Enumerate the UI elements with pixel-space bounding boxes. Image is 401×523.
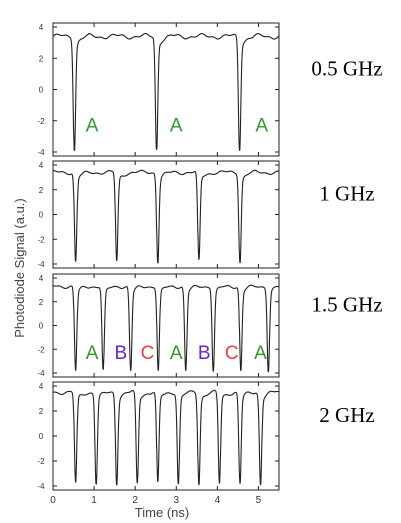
y-tick-label: 4 — [39, 382, 44, 391]
dip-annotation-c: C — [141, 343, 155, 364]
panels: 4 2 0 -2 -4 0.5 GHz A A A 4 2 0 -2 -4 1 GHz 4 2 0 -2 -4 1.5 … — [37, 22, 383, 506]
x-tick-label: 3 — [173, 495, 179, 506]
y-tick-label: 2 — [39, 298, 44, 307]
y-tick-label: 2 — [39, 54, 44, 63]
frequency-label: 1 GHz — [319, 182, 374, 206]
y-tick-label: 0 — [39, 322, 44, 331]
x-tick-label: 0 — [50, 495, 56, 506]
y-tick-label: 2 — [39, 186, 44, 195]
y-tick-label: -2 — [37, 235, 45, 244]
frequency-label: 2 GHz — [319, 403, 374, 427]
panel-frame — [52, 381, 280, 491]
dip-annotation-a: A — [170, 115, 183, 136]
signal-trace — [52, 33, 280, 151]
x-axis-label: Time (ns) — [135, 505, 189, 520]
y-tick-label: -4 — [37, 260, 45, 269]
y-axis-label: Photodiode Signal (a.u.) — [12, 198, 27, 337]
x-tick-label: 4 — [215, 495, 221, 506]
frequency-label: 1.5 GHz — [311, 293, 382, 317]
y-tick-label: 4 — [39, 274, 44, 283]
dip-annotation-a: A — [86, 343, 99, 364]
panel-frame — [52, 160, 280, 269]
y-tick-label: -2 — [37, 117, 45, 126]
y-tick-label: 4 — [39, 161, 44, 170]
y-tick-label: -4 — [37, 369, 45, 378]
dip-annotation-a: A — [170, 343, 183, 364]
signal-trace — [52, 389, 280, 486]
y-tick-label: -2 — [37, 345, 45, 354]
y-tick-label: 2 — [39, 407, 44, 416]
y-tick-label: 4 — [39, 23, 44, 32]
y-tick-label: 0 — [39, 86, 44, 95]
dip-annotation-a: A — [254, 343, 267, 364]
x-tick-label: 1 — [91, 495, 97, 506]
frequency-label: 0.5 GHz — [311, 57, 382, 81]
panel-4: 4 2 0 -2 -4 2 GHz — [37, 381, 375, 491]
dip-annotation-b: B — [198, 343, 211, 364]
panel-2: 4 2 0 -2 -4 1 GHz — [37, 160, 375, 269]
y-tick-label: -2 — [37, 457, 45, 466]
x-tick-label: 2 — [132, 495, 138, 506]
signal-trace — [52, 284, 280, 373]
x-tick-label: 5 — [256, 495, 262, 506]
y-tick-label: -4 — [37, 148, 45, 157]
dip-annotation-b: B — [114, 343, 127, 364]
dip-annotation-c: C — [225, 343, 239, 364]
signal-trace — [52, 169, 280, 264]
y-tick-label: 0 — [39, 211, 44, 220]
dip-annotation-a: A — [255, 115, 268, 136]
dip-annotation-a: A — [86, 115, 99, 136]
panel-1: 4 2 0 -2 -4 0.5 GHz A A A — [37, 22, 383, 157]
y-tick-label: -4 — [37, 482, 45, 491]
y-tick-label: 0 — [39, 432, 44, 441]
